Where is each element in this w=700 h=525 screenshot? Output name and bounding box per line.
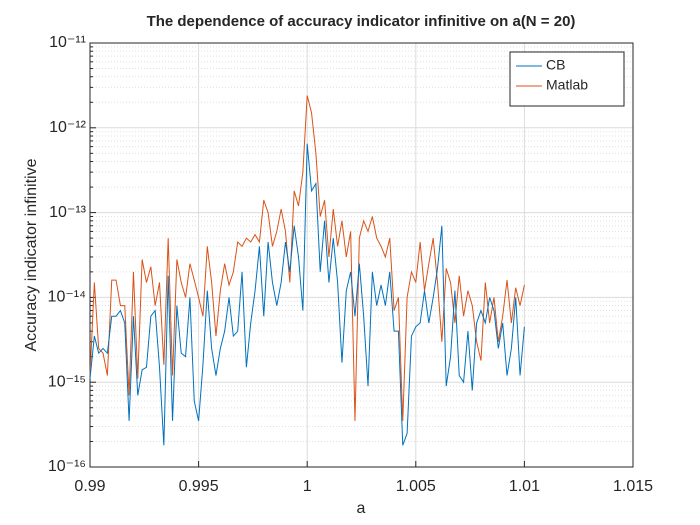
- series-line: [89, 95, 525, 421]
- legend-box: [509, 51, 625, 107]
- x-axis-label: a: [357, 500, 366, 517]
- legend-label: Matlab: [546, 77, 588, 93]
- y-tick-label: 10⁻¹⁵: [48, 373, 86, 390]
- plot-area: [90, 43, 633, 467]
- x-tick-label: 1.005: [396, 478, 436, 495]
- legend-label: CB: [546, 57, 565, 73]
- y-tick-label: 10⁻¹¹: [49, 34, 86, 51]
- y-tick-label: 10⁻¹²: [49, 119, 87, 136]
- y-tick-label: 10⁻¹⁴: [48, 289, 87, 306]
- axes-box: [89, 42, 634, 468]
- chart-title: The dependence of accuracy indicator inf…: [147, 13, 576, 30]
- x-tick-label: 0.995: [179, 478, 219, 495]
- x-tick-label: 1: [303, 478, 312, 495]
- series-line: [89, 143, 525, 446]
- y-axis-label: Accuracy indicator infinitive: [23, 158, 40, 351]
- y-tick-label: 10⁻¹³: [49, 204, 87, 221]
- x-tick-label: 1.015: [613, 478, 653, 495]
- x-tick-label: 1.01: [509, 478, 540, 495]
- y-tick-label: 10⁻¹⁶: [48, 458, 86, 475]
- x-tick-label: 0.99: [74, 478, 105, 495]
